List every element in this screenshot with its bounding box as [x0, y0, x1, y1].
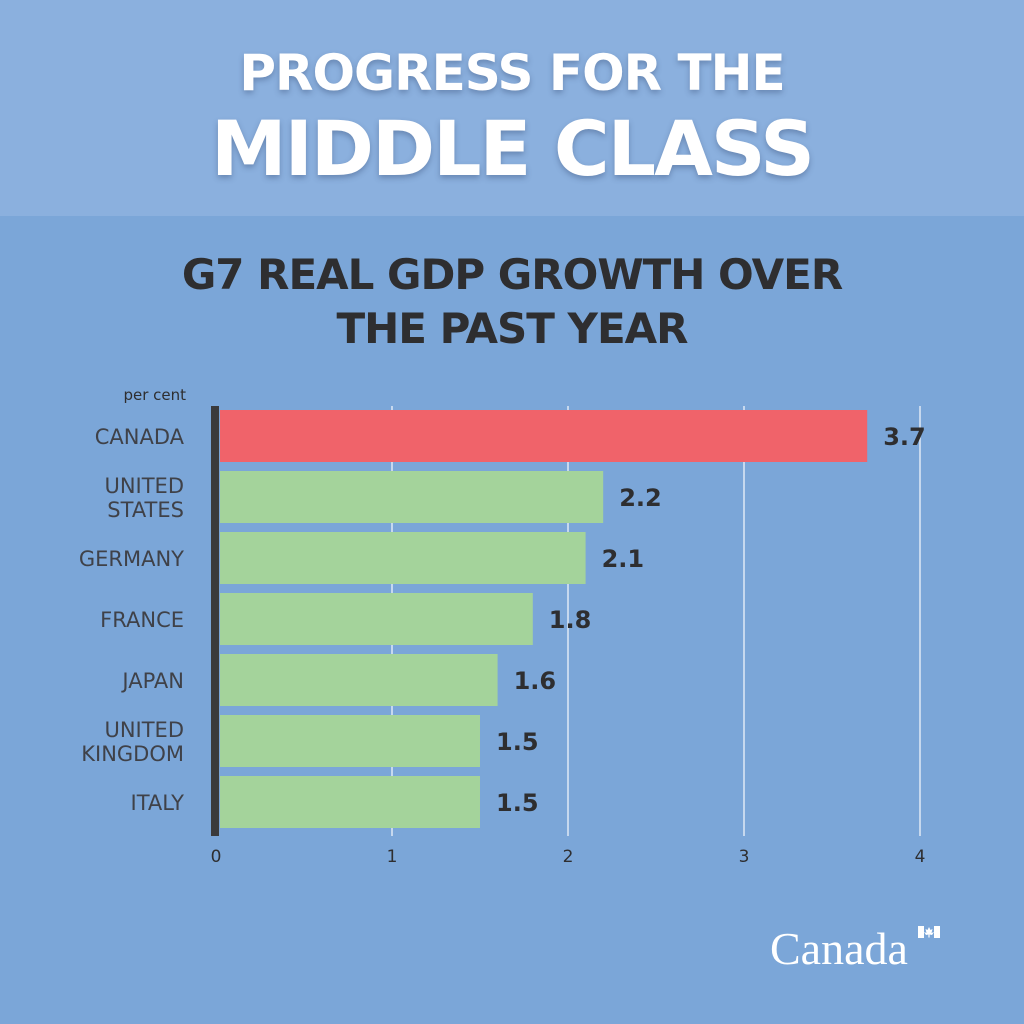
bar [220, 776, 480, 828]
bar [220, 593, 533, 645]
category-label: STATES [107, 498, 184, 522]
x-tick-label: 4 [915, 847, 926, 867]
flag-icon [918, 926, 940, 938]
category-label: ITALY [131, 791, 185, 815]
category-label: GERMANY [79, 547, 184, 571]
value-label: 1.5 [496, 728, 539, 756]
wordmark-text: Canada [770, 923, 908, 974]
x-tick-label: 3 [739, 847, 750, 867]
y-axis-line [211, 406, 219, 836]
value-label: 3.7 [883, 423, 926, 451]
bar [220, 471, 604, 523]
bar [220, 715, 480, 767]
header-title-line-1: PROGRESS FOR THE [239, 44, 785, 102]
category-label: JAPAN [120, 669, 184, 693]
bar [220, 532, 586, 584]
unit-label: per cent [123, 386, 186, 404]
category-label: CANADA [95, 425, 185, 449]
x-tick-label: 1 [387, 847, 398, 867]
value-label: 1.5 [496, 789, 539, 817]
bar [220, 654, 498, 706]
category-label: UNITED [104, 474, 184, 498]
value-label: 1.6 [514, 667, 557, 695]
canada-wordmark-logo: Canada [770, 923, 940, 974]
value-label: 2.2 [619, 484, 662, 512]
chart-title-line-1: G7 REAL GDP GROWTH OVER [181, 250, 843, 299]
header-band [0, 0, 1024, 216]
category-label: FRANCE [100, 608, 184, 632]
category-label: KINGDOM [81, 742, 184, 766]
value-label: 1.8 [549, 606, 592, 634]
value-label: 2.1 [602, 545, 645, 573]
header-title-line-2: MIDDLE CLASS [211, 104, 815, 193]
category-label: UNITED [104, 718, 184, 742]
chart-title-line-2: THE PAST YEAR [336, 304, 688, 353]
x-tick-label: 2 [563, 847, 574, 867]
bar [220, 410, 868, 462]
x-tick-label: 0 [211, 847, 222, 867]
